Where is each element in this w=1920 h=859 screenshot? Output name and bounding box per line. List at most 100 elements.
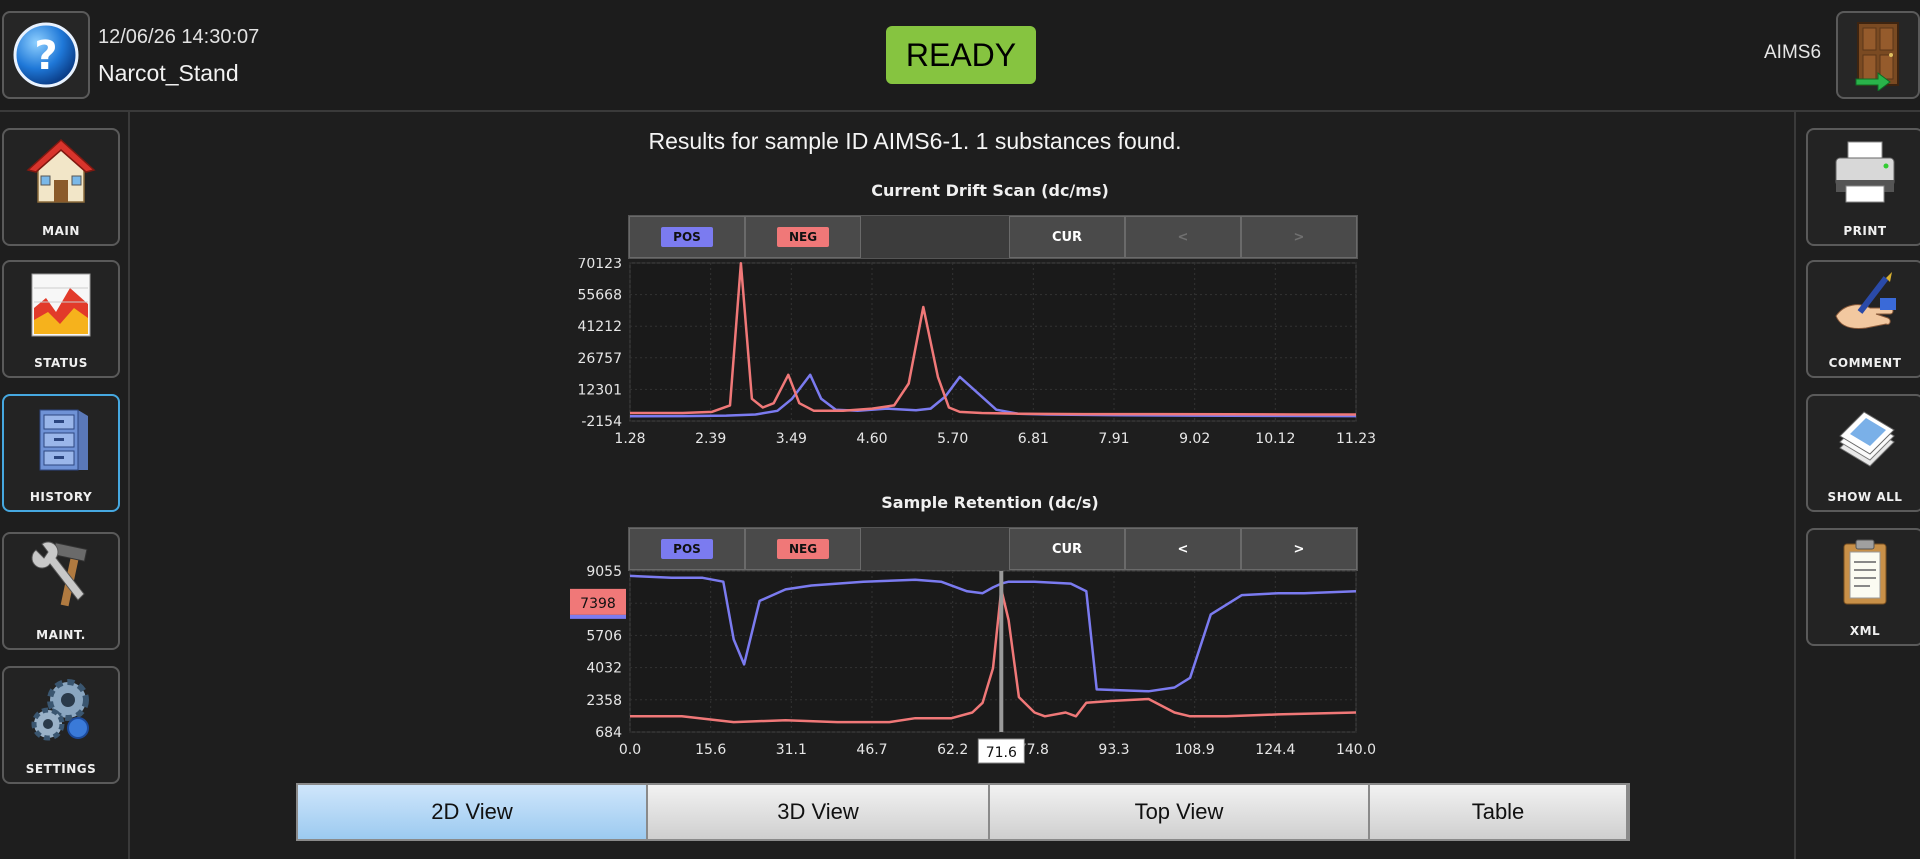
cursor-x-label: 71.6: [986, 745, 1017, 761]
y-tick-label: 684: [595, 725, 622, 741]
svg-text:?: ?: [34, 33, 57, 79]
retention-neg-label: NEG: [776, 539, 830, 559]
nav-settings-label: SETTINGS: [25, 762, 97, 776]
drift-neg-toggle[interactable]: NEG: [745, 216, 861, 258]
nav-status-label: STATUS: [34, 356, 88, 370]
print-button[interactable]: PRINT: [1806, 128, 1920, 246]
y-tick-label: 5706: [586, 628, 622, 644]
retention-chart[interactable]: 0.0 15.6 31.1 46.7 62.2 77.8 93.3 108.9 124.4 140…: [560, 562, 1390, 772]
tab-3d-view[interactable]: 3D View: [648, 785, 988, 839]
retention-title: Sample Retention (dc/s): [881, 493, 1099, 512]
exit-door-icon: [1855, 22, 1899, 91]
series-line-pos: [629, 574, 1357, 693]
drift-next-button[interactable]: >: [1241, 216, 1357, 258]
nav-status-button[interactable]: STATUS: [2, 260, 120, 378]
cursor-x-box: [977, 738, 1025, 764]
y-tick-label: -2154: [581, 414, 622, 430]
results-summary: Results for sample ID AIMS6-1. 1 substan…: [648, 128, 1182, 154]
comment-button[interactable]: COMMENT: [1806, 260, 1920, 378]
y-tick-label: 41212: [577, 319, 622, 335]
drift-neg-label: NEG: [776, 227, 830, 247]
x-tick-label: 62.2: [937, 742, 968, 758]
x-tick-label: 15.6: [695, 742, 726, 758]
x-tick-label: 140.0: [1336, 742, 1376, 758]
y-tick-label: 26757: [577, 351, 622, 367]
xml-label: XML: [1849, 624, 1881, 638]
x-tick-label: 6.81: [1018, 431, 1049, 447]
nav-main-label: MAIN: [42, 224, 80, 238]
drift-scan-toolbar: POS NEG CUR < >: [628, 215, 1358, 259]
show-all-label: SHOW ALL: [1827, 490, 1903, 504]
cursor-value-box: [570, 588, 626, 615]
house-icon: [26, 138, 96, 203]
right-sidebar: PRINT COMMENT SHOW ALL XML: [1794, 110, 1920, 859]
printer-icon: [1835, 141, 1895, 203]
documents-stack-icon: [1839, 411, 1895, 467]
tab-table[interactable]: Table: [1370, 785, 1626, 839]
top-bar: ? 12/06/26 14:30:07 Narcot_Stand READY A…: [0, 0, 1920, 112]
x-tick-label: 108.9: [1175, 742, 1215, 758]
x-tick-label: 77.8: [1018, 742, 1049, 758]
tab-top-view[interactable]: Top View: [990, 785, 1368, 839]
view-tabs: 2D View 3D View Top View Table: [296, 783, 1630, 841]
x-tick-label: 10.12: [1255, 431, 1295, 447]
instrument-name: AIMS6: [1764, 42, 1822, 63]
file-cabinet-icon: [39, 409, 88, 471]
x-tick-label: 0.0: [619, 742, 641, 758]
retention-prev-button[interactable]: <: [1125, 528, 1241, 570]
nav-history-label: HISTORY: [29, 490, 93, 504]
x-tick-label: 2.39: [695, 431, 726, 447]
retention-pos-label: POS: [661, 539, 713, 559]
x-tick-label: 3.49: [776, 431, 807, 447]
pen-hand-icon: [1835, 272, 1896, 329]
nav-maint-button[interactable]: MAINT.: [2, 532, 120, 650]
x-tick-label: 93.3: [1098, 742, 1129, 758]
comment-label: COMMENT: [1828, 356, 1902, 370]
x-tick-label: 7.91: [1098, 431, 1129, 447]
drift-scan-title: Current Drift Scan (dc/ms): [871, 181, 1109, 200]
print-label: PRINT: [1843, 224, 1887, 238]
nav-history-button[interactable]: HISTORY: [2, 394, 120, 512]
exit-button[interactable]: [1836, 11, 1920, 99]
retention-toolbar: POS NEG CUR < >: [628, 527, 1358, 571]
cursor-value-bar: [570, 614, 626, 619]
gears-icon: [31, 679, 89, 741]
status-chart-icon: [31, 273, 91, 337]
x-tick-label: 5.70: [937, 431, 968, 447]
retention-next-button[interactable]: >: [1241, 528, 1357, 570]
nav-maint-label: MAINT.: [36, 628, 86, 642]
wrench-hammer-icon: [31, 541, 88, 607]
drift-cur-button[interactable]: CUR: [1009, 216, 1125, 258]
xml-button[interactable]: XML: [1806, 528, 1920, 646]
help-button[interactable]: ?: [2, 11, 90, 99]
retention-pos-toggle[interactable]: POS: [629, 528, 745, 570]
profile-name: Narcot_Stand: [98, 60, 239, 86]
series-line-neg: [630, 262, 1356, 416]
y-tick-label: 55668: [577, 288, 622, 304]
datetime-text: 12/06/26 14:30:07: [98, 26, 260, 48]
left-sidebar: MAIN STATUS HISTORY MAINT.: [0, 110, 130, 859]
x-tick-label: 124.4: [1255, 742, 1295, 758]
y-tick-label: 70123: [577, 258, 622, 272]
tab-2d-view[interactable]: 2D View: [298, 785, 646, 839]
y-tick-label: 12301: [577, 382, 622, 398]
series-line-neg: [630, 588, 1357, 724]
drift-scan-chart[interactable]: 1.28 2.39 3.49 4.60 5.70 6.81 7.91 9.02 10.12 11.…: [560, 258, 1390, 458]
x-tick-label: 9.02: [1179, 431, 1210, 447]
nav-main-button[interactable]: MAIN: [2, 128, 120, 246]
status-badge: READY: [886, 26, 1036, 84]
drift-pos-label: POS: [661, 227, 713, 247]
show-all-button[interactable]: SHOW ALL: [1806, 394, 1920, 512]
x-tick-label: 4.60: [856, 431, 887, 447]
plot-area: [629, 570, 1357, 733]
x-tick-label: 1.28: [614, 431, 645, 447]
retention-neg-toggle[interactable]: NEG: [745, 528, 861, 570]
retention-cur-button[interactable]: CUR: [1009, 528, 1125, 570]
x-tick-label: 11.23: [1336, 431, 1376, 447]
drift-pos-toggle[interactable]: POS: [629, 216, 745, 258]
y-tick-label: 4032: [586, 661, 622, 677]
drift-prev-button[interactable]: <: [1125, 216, 1241, 258]
nav-settings-button[interactable]: SETTINGS: [2, 666, 120, 784]
x-tick-label: 31.1: [776, 742, 807, 758]
clipboard-icon: [1843, 539, 1887, 605]
